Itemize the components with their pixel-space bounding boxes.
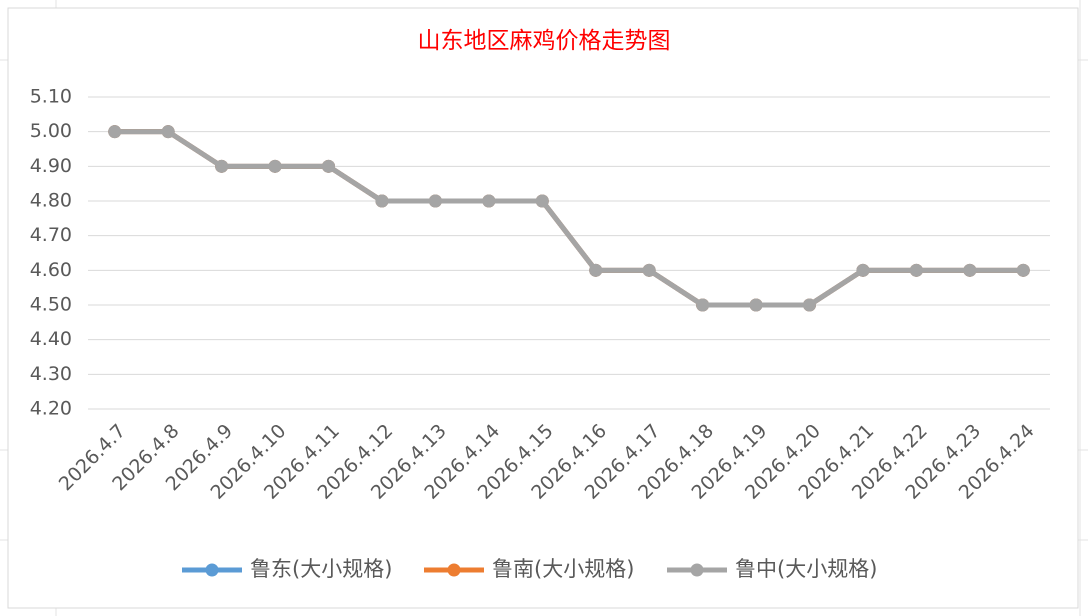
point xyxy=(909,263,923,277)
point xyxy=(482,194,496,208)
point xyxy=(856,263,870,277)
point xyxy=(535,194,549,208)
point xyxy=(215,159,229,173)
point xyxy=(322,159,335,173)
legend-marker xyxy=(447,563,461,577)
point xyxy=(589,263,603,277)
y-tick-label: 4.90 xyxy=(30,155,72,177)
y-tick-label: 4.20 xyxy=(30,398,72,420)
chart-title: 山东地区麻鸡价格走势图 xyxy=(418,28,671,54)
y-tick-label: 5.10 xyxy=(30,86,72,108)
point xyxy=(696,298,710,312)
point xyxy=(428,194,442,208)
legend-label: 鲁南(大小规格) xyxy=(492,557,634,581)
y-tick-label: 4.40 xyxy=(30,328,72,350)
y-tick-label: 4.50 xyxy=(30,294,72,316)
legend-label: 鲁中(大小规格) xyxy=(735,557,877,581)
y-tick-label: 4.60 xyxy=(30,259,72,281)
legend-marker xyxy=(690,563,704,577)
y-tick-label: 4.70 xyxy=(30,224,72,246)
chart-area xyxy=(7,7,1079,609)
y-tick-label: 5.00 xyxy=(30,120,72,142)
point xyxy=(108,125,122,139)
y-tick-label: 4.80 xyxy=(30,190,72,212)
point xyxy=(1016,263,1030,277)
point xyxy=(963,263,977,277)
point xyxy=(268,159,282,173)
point xyxy=(161,125,175,139)
legend-label: 鲁东(大小规格) xyxy=(250,557,392,581)
point xyxy=(375,194,389,208)
y-tick-label: 4.30 xyxy=(30,363,72,385)
point xyxy=(642,263,656,277)
point xyxy=(749,298,763,312)
point xyxy=(803,298,816,312)
series xyxy=(108,125,1030,312)
series-line xyxy=(114,129,1024,308)
legend-marker xyxy=(205,563,219,577)
